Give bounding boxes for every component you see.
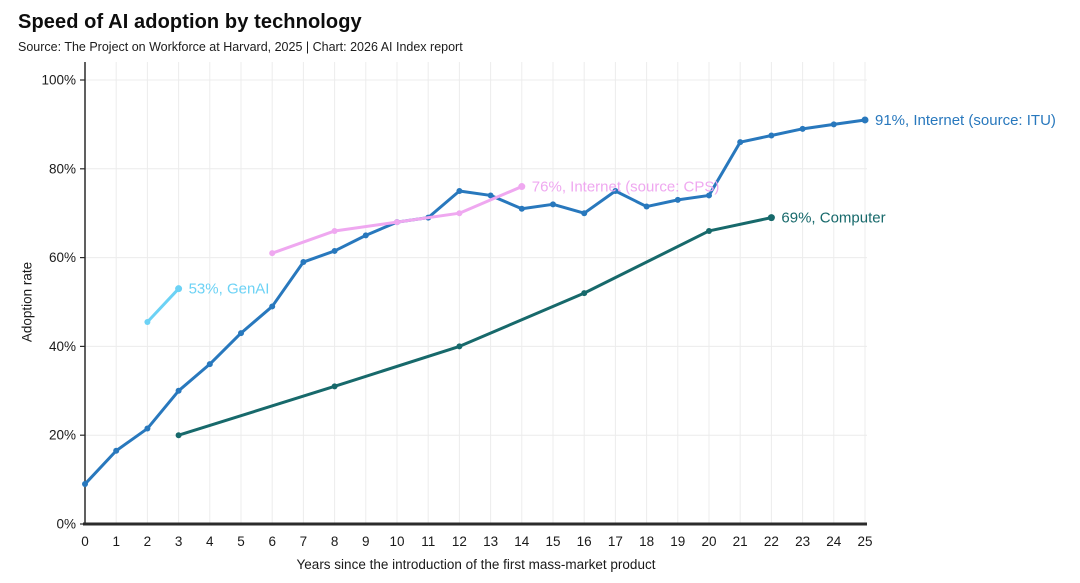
data-point [706,192,712,199]
data-point [674,196,681,203]
data-point [706,227,712,234]
y-tick-label: 0% [56,517,76,532]
data-point [175,387,182,394]
y-tick-label: 80% [49,161,76,176]
x-tick-label: 6 [268,534,276,549]
data-point [82,481,88,488]
data-point [487,192,494,199]
data-point [331,383,338,390]
x-tick-label: 0 [81,534,89,549]
data-point [643,203,650,210]
x-tick-label: 9 [362,534,370,549]
data-point [300,259,307,266]
data-point [737,139,744,146]
series-end-label-internet-source-itu: 91%, Internet (source: ITU) [875,112,1056,129]
data-point [830,121,837,128]
data-point [456,188,463,194]
x-tick-label: 3 [175,534,183,549]
data-point [518,183,526,191]
x-tick-label: 5 [237,534,245,549]
data-point [113,447,120,454]
chart-source-note: Source: The Project on Workforce at Harv… [18,40,463,54]
data-point [767,214,775,222]
y-tick-label: 60% [49,250,76,265]
series-line [145,287,181,324]
data-point [331,247,338,254]
gridlines [84,62,867,524]
data-point [362,232,369,239]
x-tick-label: 4 [206,534,214,549]
series-line [177,216,773,437]
x-tick-label: 21 [733,534,748,549]
x-tick-label: 22 [764,534,779,549]
data-point [612,188,619,194]
axes [83,62,867,526]
y-tick-label: 20% [49,428,76,443]
x-tick-label: 16 [577,534,592,549]
y-tick-label: 40% [49,339,76,354]
series-end-label-computer: 69%, Computer [781,210,885,227]
data-point [456,210,463,217]
data-point [768,132,775,139]
data-point [581,290,588,297]
x-tick-label: 10 [389,534,404,549]
x-tick-label: 11 [421,534,435,549]
x-tick-label: 1 [112,534,120,549]
data-point [799,125,806,132]
y-axis-title: Adoption rate [19,261,35,343]
x-axis-title: Years since the introduction of the firs… [296,557,656,572]
x-tick-label: 7 [300,534,308,549]
data-point [861,116,869,124]
x-tick-label: 15 [545,534,560,549]
data-point [175,285,183,293]
x-tick-label: 23 [795,534,810,549]
page-title: Speed of AI adoption by technology [18,11,362,33]
x-tick-label: 24 [826,534,842,549]
x-tick-label: 18 [639,534,654,549]
x-tick-label: 17 [608,534,623,549]
series-end-label-internet-source-cps: 76%, Internet (source: CPS) [532,179,720,196]
data-point [394,219,400,226]
y-tick-label: 100% [41,73,76,88]
series-genai: 53%, GenAI [144,281,269,325]
series-end-label-genai: 53%, GenAI [189,281,270,298]
data-point [456,343,463,350]
data-point [175,432,182,439]
data-point [550,201,556,208]
data-point [238,330,244,337]
data-point [206,361,213,368]
x-tick-label: 8 [331,534,339,549]
data-point [518,205,525,212]
series-computer: 69%, Computer [175,210,886,439]
tick-labels: 0 1 2 3 4 5 6 7 8 9 10 11 12 13 14 15 16 17 18 19 20 21 22 23 24… [41,73,872,550]
data-point [331,227,338,234]
x-tick-label: 25 [857,534,872,549]
series-internet-source-cps: 76%, Internet (source: CPS) [269,179,719,257]
data-point [269,303,276,310]
x-tick-label: 13 [483,534,498,549]
x-tick-label: 12 [452,534,467,549]
data-point [144,425,151,432]
data-point [144,318,151,325]
data-point [581,210,588,217]
x-tick-label: 14 [514,534,530,549]
x-tick-label: 19 [670,534,685,549]
x-tick-label: 20 [701,534,716,549]
x-tick-label: 2 [144,534,152,549]
data-point [269,250,276,257]
series-line [83,118,867,486]
